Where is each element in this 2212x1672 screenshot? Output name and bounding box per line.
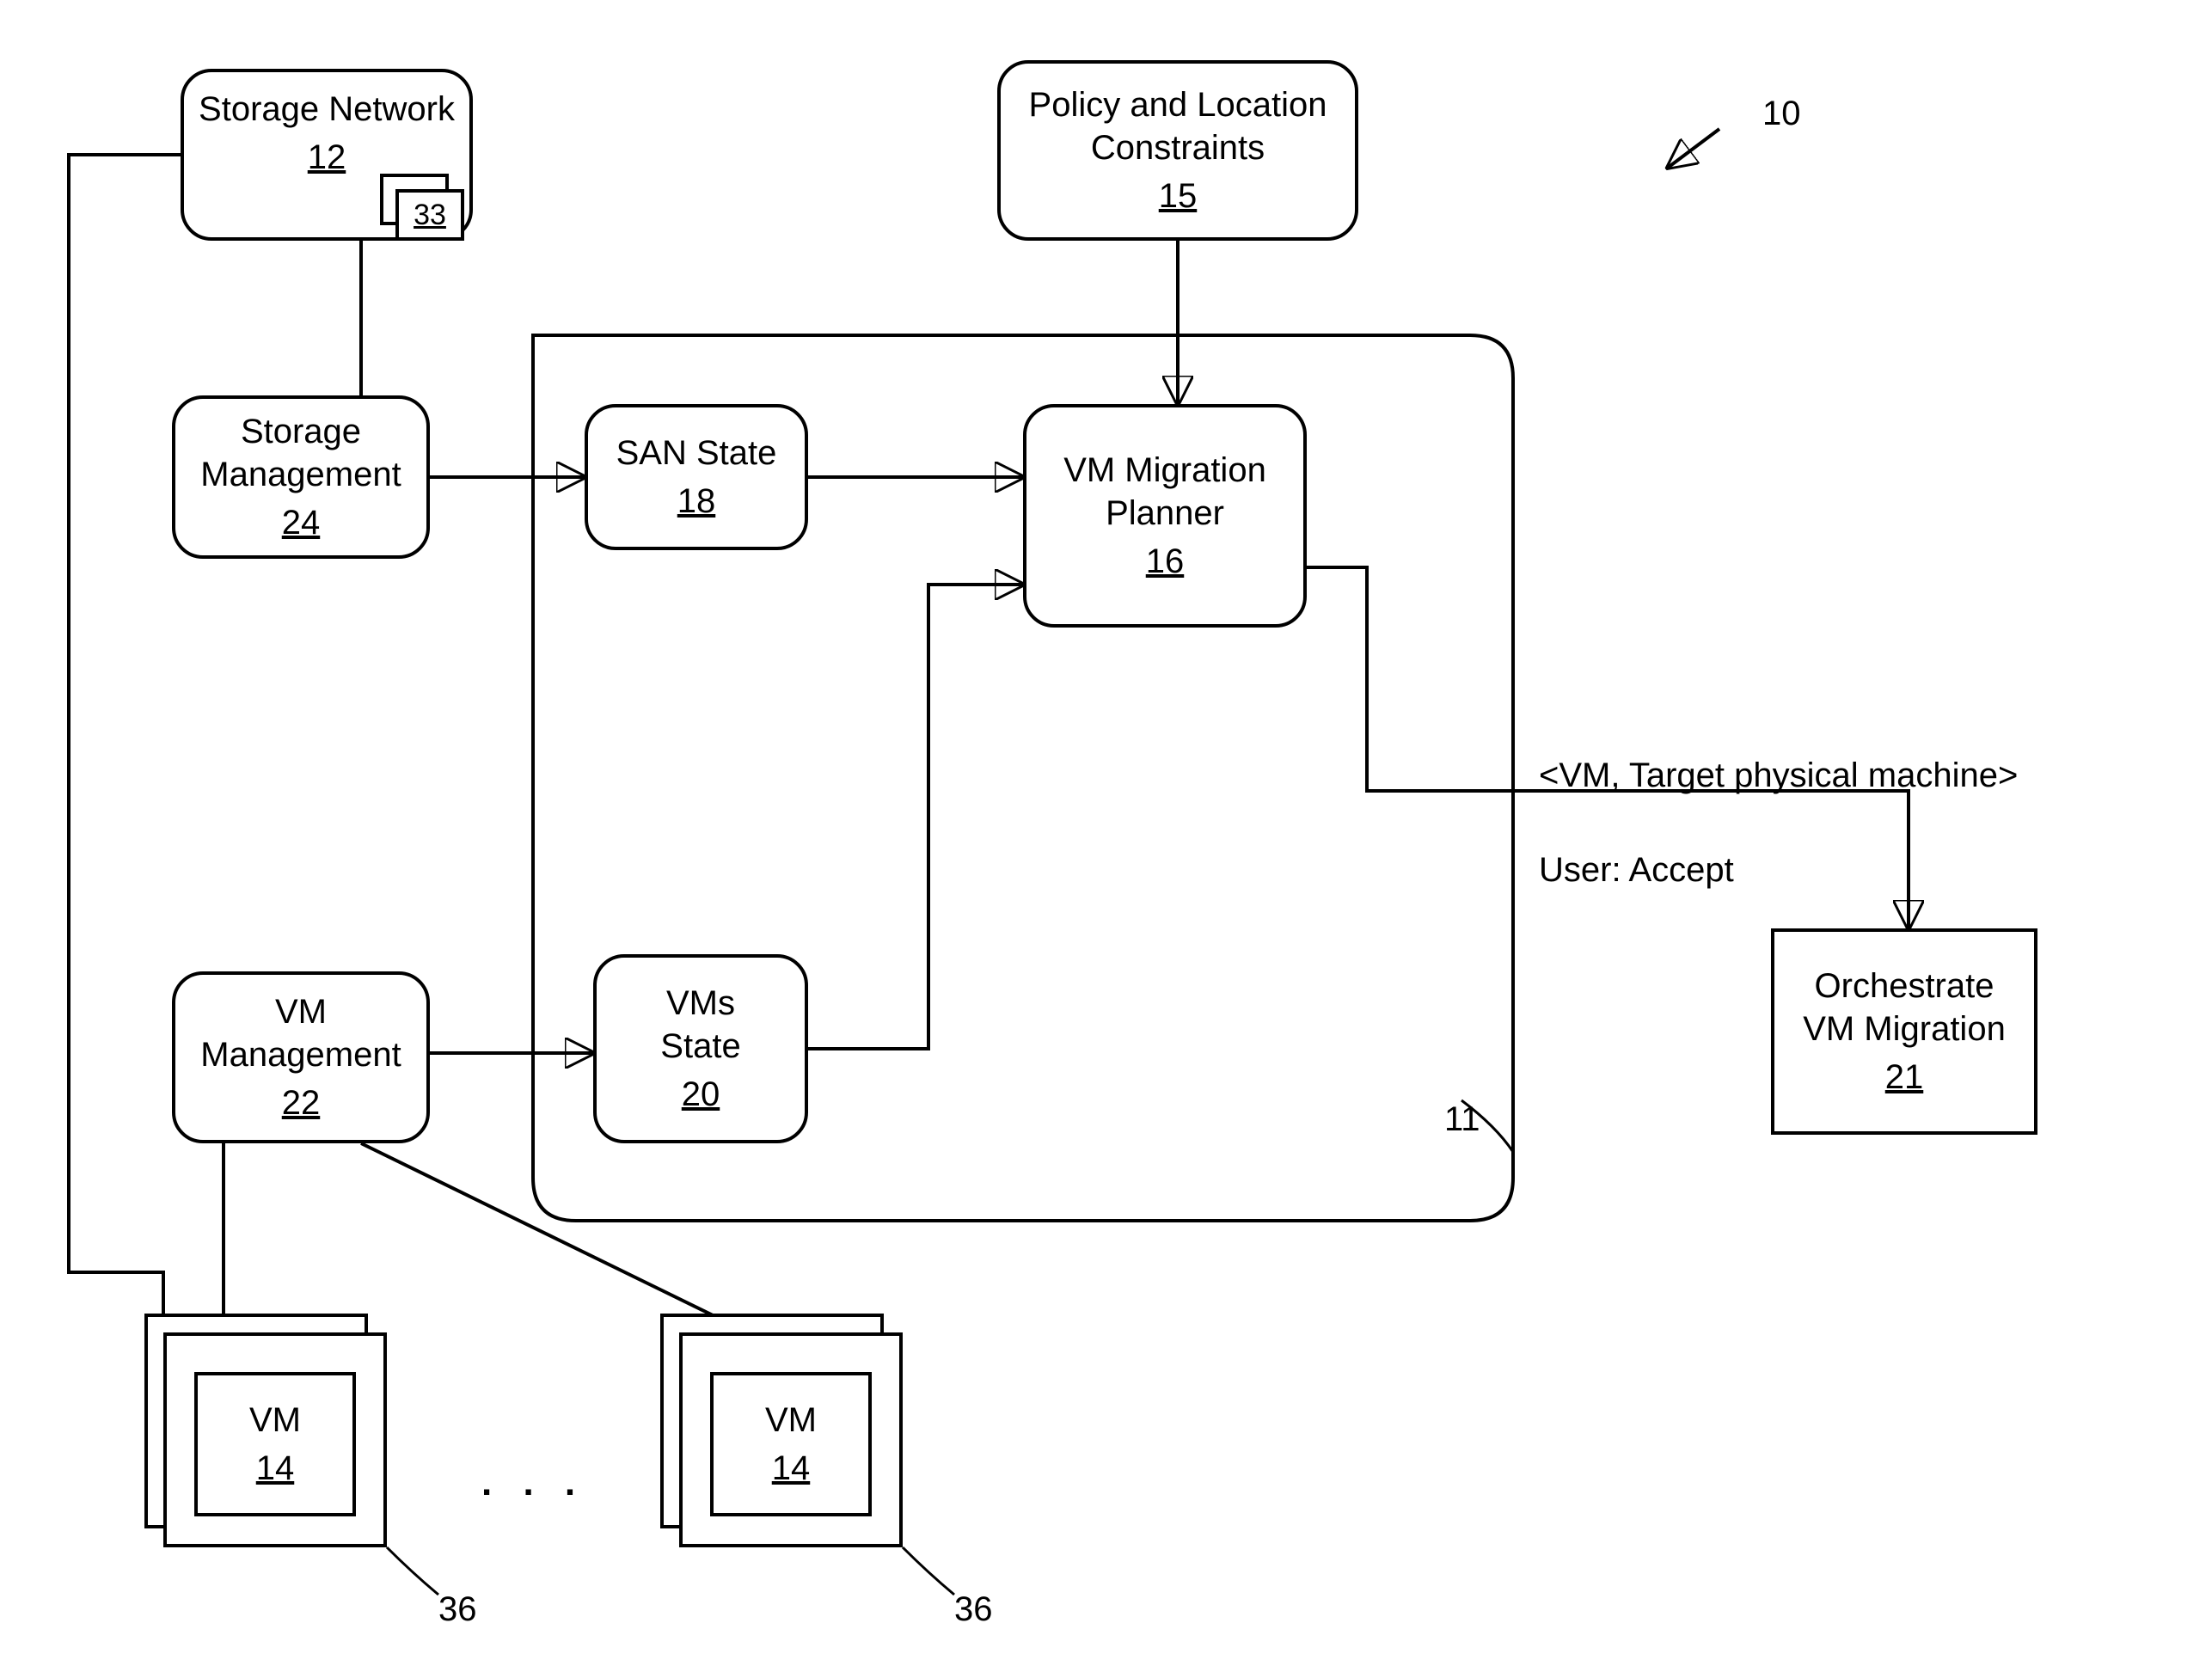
node-label: Policy and LocationConstraints — [1029, 83, 1327, 169]
host-ref-1: 36 — [954, 1590, 993, 1629]
diagram-canvas: Storage Network 12 Policy and LocationCons… — [0, 0, 2212, 1672]
node-label: VM — [765, 1399, 817, 1442]
node-vm_planner: VM MigrationPlanner 16 — [1023, 404, 1307, 628]
node-storage_mgmt: StorageManagement 24 — [172, 395, 430, 559]
node-label: VM MigrationPlanner — [1063, 449, 1266, 535]
node-label: SAN State — [616, 432, 777, 475]
host-vm-vm_host2: VM 14 — [710, 1372, 872, 1516]
node-label: VMManagement — [200, 990, 401, 1076]
node-vms_state: VMsState 20 — [593, 954, 808, 1143]
ellipsis: . . . — [481, 1461, 585, 1504]
node-ref-number: 33 — [414, 197, 446, 234]
host-vm-vm_host1: VM 14 — [194, 1372, 356, 1516]
node-label: StorageManagement — [200, 410, 401, 496]
node-ref-number: 22 — [282, 1081, 321, 1124]
node-ref-number: 14 — [772, 1447, 811, 1490]
node-policy: Policy and LocationConstraints 15 — [997, 60, 1358, 241]
node-ref-number: 16 — [1146, 540, 1185, 583]
node-ref-number: 14 — [256, 1447, 295, 1490]
node-storage-inner: 33 — [395, 189, 464, 241]
node-ref-number: 21 — [1885, 1056, 1924, 1099]
node-ref-number: 12 — [308, 136, 346, 179]
free-text-1: User: Accept — [1539, 851, 1734, 890]
node-label: OrchestrateVM Migration — [1803, 965, 2006, 1050]
node-ref-number: 18 — [677, 480, 716, 523]
node-ref-number: 20 — [682, 1073, 720, 1116]
diagram-ref: 10 — [1762, 95, 1801, 133]
host-ref-0: 36 — [438, 1590, 477, 1629]
node-label: VM — [249, 1399, 301, 1442]
node-ref-number: 24 — [282, 501, 321, 544]
node-label: VMsState — [660, 982, 740, 1068]
node-label: Storage Network — [199, 88, 455, 131]
container-ref: 11 — [1444, 1100, 1480, 1139]
node-san_state: SAN State 18 — [585, 404, 808, 550]
node-orchestrate: OrchestrateVM Migration 21 — [1771, 928, 2037, 1135]
free-text-0: <VM, Target physical machine> — [1539, 756, 2018, 795]
node-ref-number: 15 — [1159, 175, 1198, 217]
node-vm_mgmt: VMManagement 22 — [172, 971, 430, 1143]
